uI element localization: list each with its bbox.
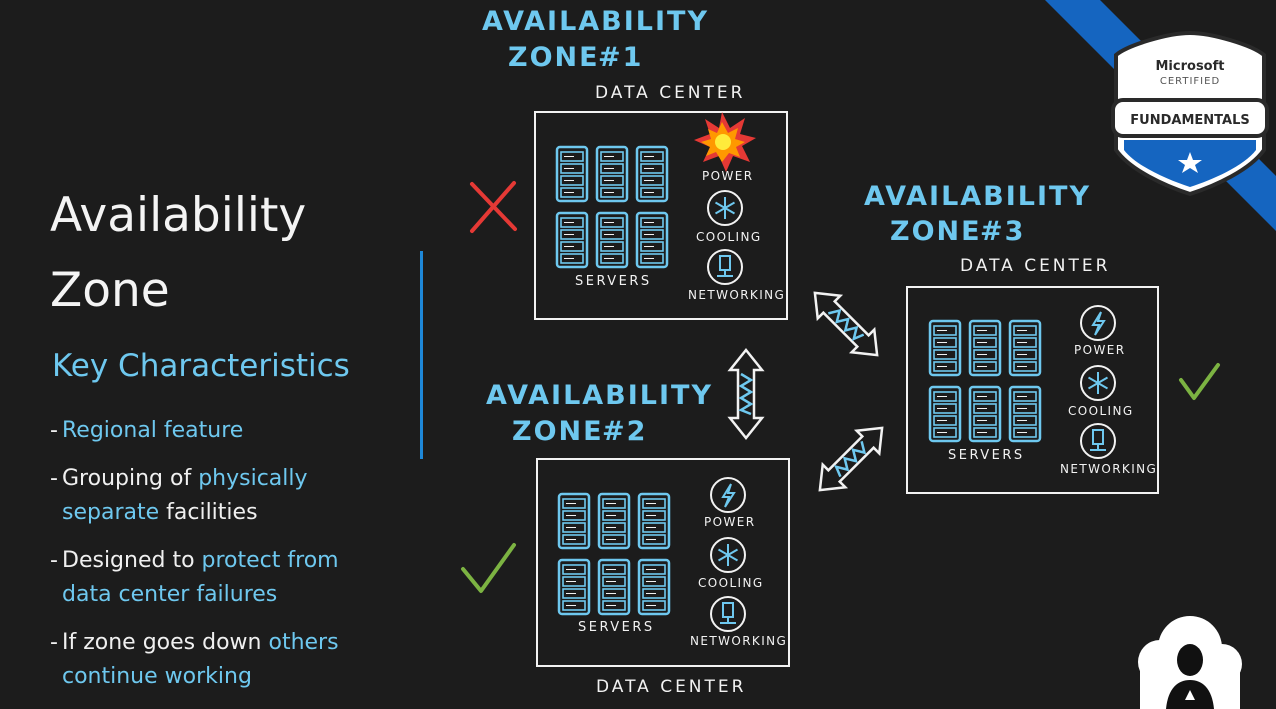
check-mark-icon [461, 543, 516, 593]
zone-2-datacenter-label: DATA CENTER [596, 677, 746, 697]
snowflake-icon [1080, 365, 1116, 401]
lightning-icon [1080, 305, 1116, 341]
zone-1-power-label: POWER [702, 169, 753, 183]
vertical-divider [420, 251, 423, 459]
zone-3-networking-label: NETWORKING [1060, 462, 1157, 476]
double-arrow-icon [807, 415, 895, 503]
snowflake-icon [710, 537, 746, 573]
zone-1: AVAILABILITY ZONE #1 DATA CENTER SERVERS… [482, 6, 788, 320]
list-item: - Regional feature [50, 418, 244, 443]
zone-1-cooling-label: COOLING [696, 230, 762, 244]
list-item: - If zone goes down others continue worki… [50, 630, 339, 689]
characteristics-list: - Regional feature - Grouping of physicall… [50, 414, 390, 708]
zone-2-networking-label: NETWORKING [690, 634, 787, 648]
zone-2: AVAILABILITY ZONE #2 SERVERS POWER COOLI… [486, 380, 790, 697]
double-arrow-icon [728, 348, 764, 440]
zone-3-cooling-label: COOLING [1068, 404, 1134, 418]
zone-2-servers-label: SERVERS [578, 620, 655, 635]
zone-2-cooling-label: COOLING [698, 576, 764, 590]
star-icon [1178, 152, 1202, 173]
badge-microsoft: Microsoft [1156, 59, 1225, 74]
network-icon [1080, 423, 1116, 459]
title-line-1: Availability [50, 188, 307, 243]
network-icon [707, 249, 743, 285]
slide-title: Availability Zone [50, 178, 380, 328]
list-item: - Designed to protect from data center fa… [50, 548, 339, 607]
certification-badge: Microsoft CERTIFIED FUNDAMENTALS [1045, 0, 1276, 231]
zone-3-number: #3 [980, 216, 1025, 247]
datacenter-3-box [906, 286, 1159, 494]
zone-2-number: #2 [602, 416, 647, 447]
badge-certified: CERTIFIED [1160, 76, 1220, 87]
zone-1-number: #1 [598, 42, 643, 73]
zone-1-label: ZONE [508, 42, 600, 73]
instructor-avatar-icon [1138, 616, 1242, 709]
zone-2-title: AVAILABILITY [486, 380, 713, 411]
zone-2-power-label: POWER [704, 515, 755, 529]
lightning-icon [710, 477, 746, 513]
zone-3-servers-label: SERVERS [948, 448, 1025, 463]
key-characteristics-heading: Key Characteristics [52, 348, 350, 384]
zone-3-title: AVAILABILITY [864, 181, 1091, 212]
zone-2-label: ZONE [512, 416, 604, 447]
zone-3-datacenter-label: DATA CENTER [960, 256, 1110, 276]
server-rack-icon [559, 494, 669, 614]
title-line-2: Zone [50, 263, 170, 318]
zone-1-title: AVAILABILITY [482, 6, 709, 37]
badge-fundamentals: FUNDAMENTALS [1130, 113, 1249, 128]
server-rack-icon [930, 321, 1040, 441]
x-mark-icon [470, 181, 517, 233]
datacenter-1-box [534, 111, 788, 320]
snowflake-icon [707, 190, 743, 226]
zone-3: AVAILABILITY ZONE #3 DATA CENTER SERVERS… [864, 181, 1159, 494]
network-icon [710, 596, 746, 632]
server-rack-icon [557, 147, 667, 267]
explosion-icon [694, 112, 756, 172]
zone-3-power-label: POWER [1074, 343, 1125, 357]
list-item: - Grouping of physically separate facilit… [50, 466, 308, 525]
check-mark-icon [1179, 363, 1220, 400]
zone-1-datacenter-label: DATA CENTER [595, 83, 745, 103]
double-arrow-icon [802, 280, 890, 368]
zone-3-label: ZONE [890, 216, 982, 247]
zone-1-servers-label: SERVERS [575, 274, 652, 289]
datacenter-2-box [536, 458, 790, 667]
zone-1-networking-label: NETWORKING [688, 288, 785, 302]
